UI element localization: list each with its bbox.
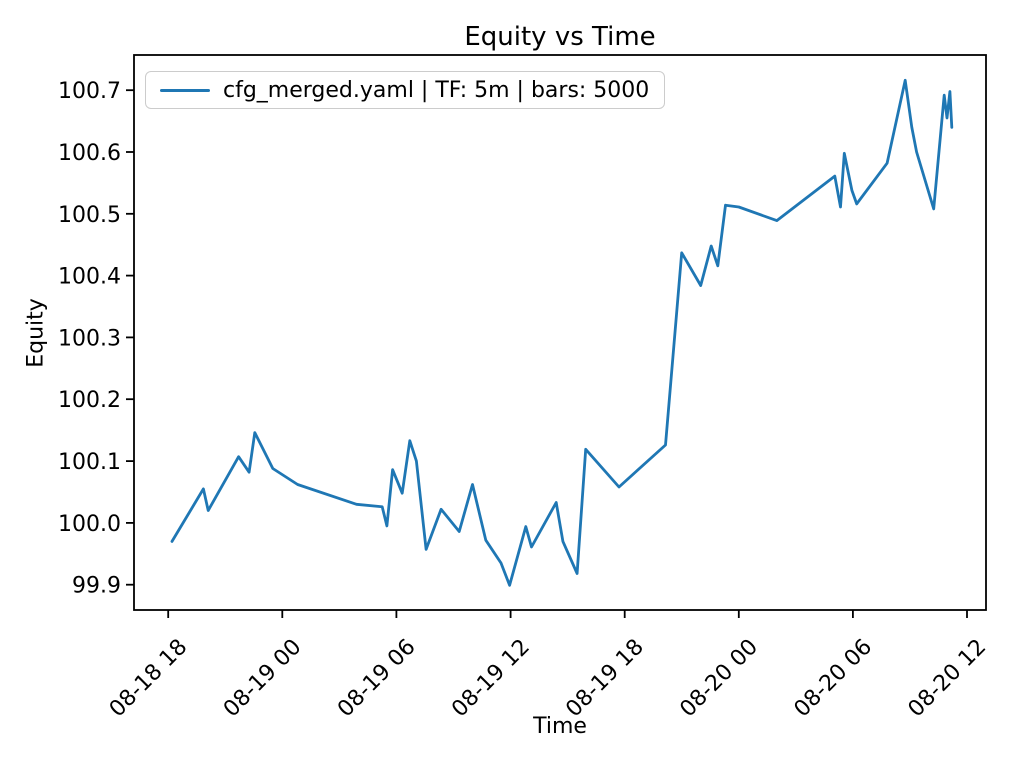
x-axis-label: Time bbox=[533, 714, 587, 739]
y-tick-label: 99.9 bbox=[72, 574, 121, 599]
x-tick-label: 08-20 06 bbox=[790, 635, 878, 723]
x-tick-label: 08-20 00 bbox=[675, 635, 763, 723]
legend-label: cfg_merged.yaml | TF: 5m | bars: 5000 bbox=[223, 77, 650, 103]
y-tick-label: 100.0 bbox=[58, 512, 121, 537]
legend: cfg_merged.yaml | TF: 5m | bars: 5000 bbox=[145, 71, 666, 109]
chart-title: Equity vs Time bbox=[464, 22, 656, 52]
y-tick-label: 100.4 bbox=[58, 265, 121, 290]
y-tick-label: 100.1 bbox=[58, 450, 121, 475]
y-tick-label: 100.2 bbox=[58, 388, 121, 413]
y-tick-label: 100.7 bbox=[58, 79, 121, 104]
equity-line bbox=[170, 78, 954, 587]
x-tick-label: 08-19 00 bbox=[219, 635, 307, 723]
y-tick-label: 100.5 bbox=[58, 203, 121, 228]
x-tick-label: 08-20 12 bbox=[904, 635, 992, 723]
y-axis-label: Equity bbox=[23, 298, 49, 368]
x-tick-label: 08-19 18 bbox=[561, 635, 649, 723]
x-tick-label: 08-18 18 bbox=[105, 635, 193, 723]
plot-border bbox=[133, 54, 987, 611]
x-tick-label: 08-19 12 bbox=[447, 635, 535, 723]
x-tick-label: 08-19 06 bbox=[333, 635, 421, 723]
y-tick-label: 100.3 bbox=[58, 326, 121, 351]
y-tick-label: 100.6 bbox=[58, 141, 121, 166]
legend-line-sample-icon bbox=[160, 88, 210, 92]
